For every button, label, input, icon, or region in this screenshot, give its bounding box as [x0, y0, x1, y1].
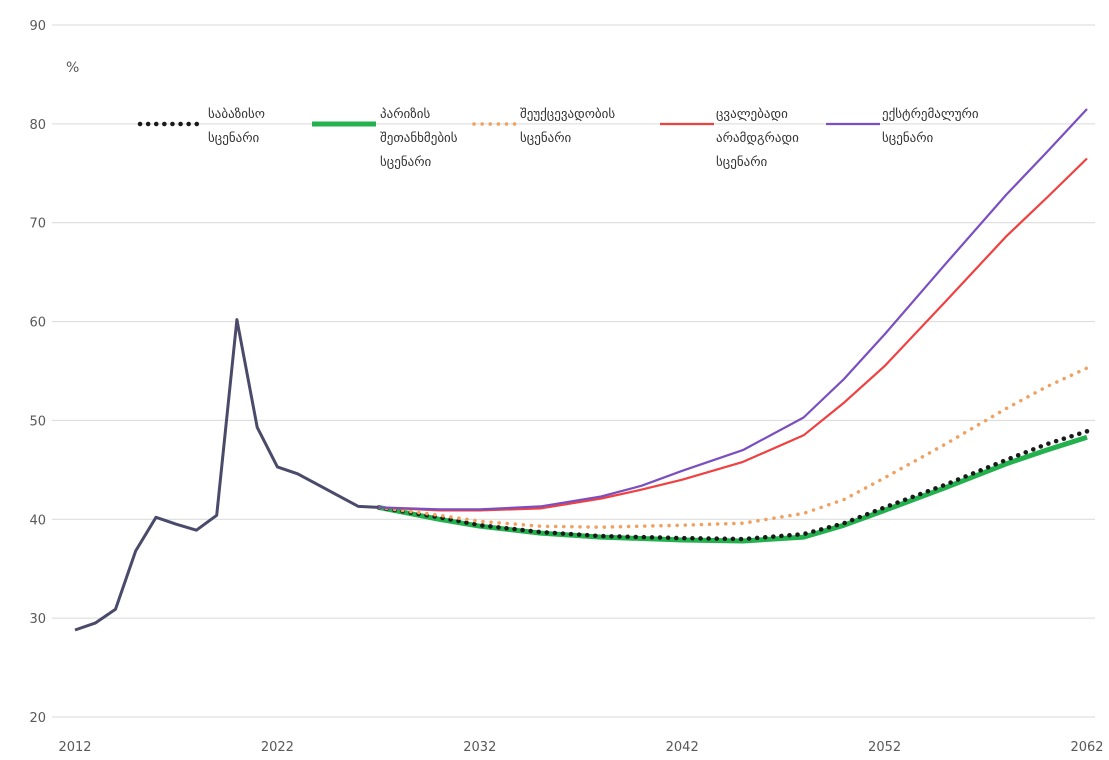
chart-gridlines — [52, 24, 1095, 718]
y-tick-label: 60 — [29, 316, 46, 331]
legend-label-3: შეუქცევადობის სცენარი — [520, 107, 615, 146]
y-tick-label: 70 — [29, 217, 46, 232]
y-tick-label: 30 — [29, 612, 46, 627]
y-tick-label: 50 — [29, 414, 46, 429]
x-tick-label: 2042 — [666, 740, 699, 755]
x-tick-label: 2052 — [868, 740, 901, 755]
historical-line — [74, 318, 379, 632]
y-tick-label: 20 — [29, 711, 46, 726]
legend-label-line: შეუქცევადობის — [520, 107, 615, 122]
x-tick-label: 2012 — [58, 740, 91, 755]
x-tick-label: 2062 — [1070, 740, 1103, 755]
legend-label-line: სცენარი — [882, 131, 934, 146]
y-axis-unit-label: % — [66, 60, 79, 76]
legend-label-line: ცვალებადი — [716, 107, 788, 122]
y-tick-label: 80 — [29, 118, 46, 133]
x-axis: 2012 2022 2032 2042 2052 2062 — [58, 740, 1103, 755]
legend-label-line: სცენარი — [716, 155, 768, 170]
x-tick-label: 2022 — [261, 740, 294, 755]
chart-legend: საბაზისო სცენარი პარიზის შეთანხმების სცენარი… — [137, 107, 979, 170]
legend-label-line: ექსტრემალური — [882, 107, 979, 122]
x-tick-label: 2032 — [463, 740, 496, 755]
legend-label-4: ცვალებადი არამდგრადი სცენარი — [716, 107, 799, 170]
series-line-3 — [376, 366, 1089, 529]
series-line-1 — [376, 429, 1090, 542]
series-line-5 — [378, 108, 1088, 511]
chart-series-lines — [74, 108, 1090, 632]
legend-label-line: პარიზის — [380, 107, 431, 122]
legend-label-2: პარიზის შეთანხმების სცენარი — [380, 107, 458, 170]
legend-label-line: შეთანხმების — [380, 131, 458, 146]
series-line-4 — [378, 157, 1088, 512]
legend-label-line: სცენარი — [380, 155, 432, 170]
legend-label-5: ექსტრემალური სცენარი — [882, 107, 979, 146]
y-tick-label: 90 — [29, 19, 46, 34]
legend-label-line: სცენარი — [208, 131, 260, 146]
legend-label-line: არამდგრადი — [716, 131, 799, 146]
y-axis: 20 30 40 50 60 70 80 90 — [29, 19, 46, 726]
legend-label-line: საბაზისო — [208, 107, 265, 122]
legend-label-line: სცენარი — [520, 131, 572, 146]
legend-label-1: საბაზისო სცენარი — [208, 107, 265, 146]
y-tick-label: 40 — [29, 513, 46, 528]
